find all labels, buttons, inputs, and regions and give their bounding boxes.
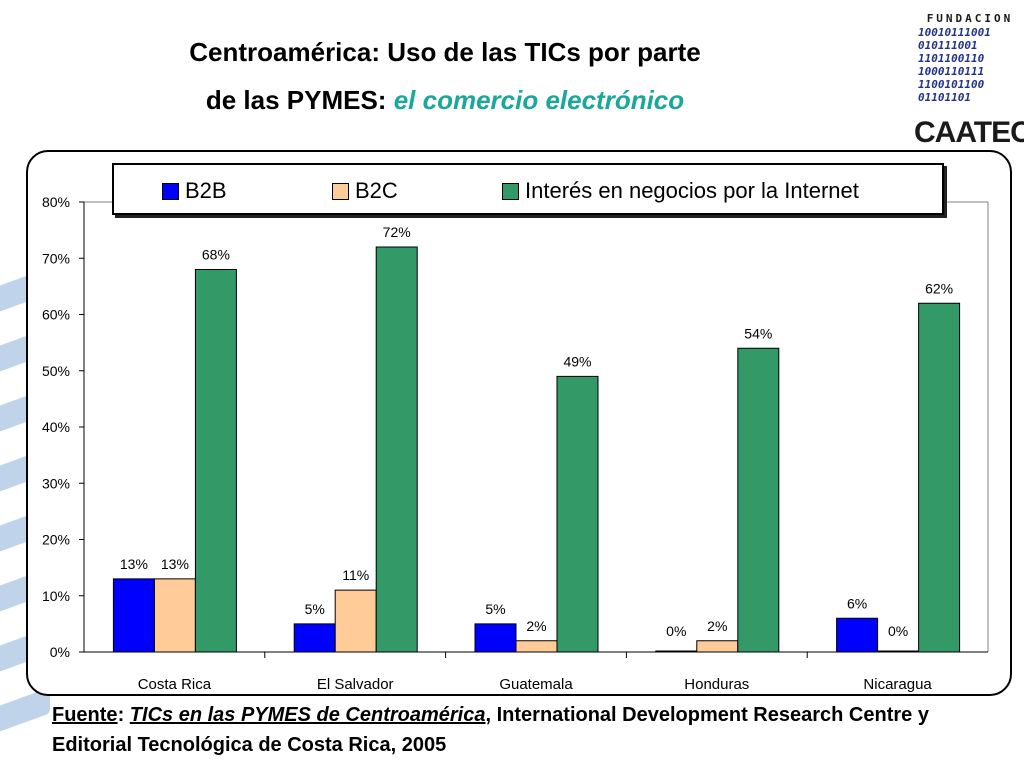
y-tick-label: 80% xyxy=(42,194,70,210)
data-label: 0% xyxy=(888,623,908,639)
data-label: 13% xyxy=(120,556,148,572)
legend-label-b2b: B2B xyxy=(185,178,227,203)
source-publication: TICs en las PYMES de Centroamérica xyxy=(129,704,486,726)
y-tick-label: 0% xyxy=(50,644,70,660)
caatec-logo: FUNDACION 10010111001 010111001 11011001… xyxy=(912,8,1024,158)
bar-0-0 xyxy=(112,578,155,653)
bar-0-4 xyxy=(836,617,879,653)
data-label: 5% xyxy=(305,601,325,617)
bar-1-2 xyxy=(515,640,558,653)
legend-item-b2c: B2C xyxy=(332,178,398,204)
legend-label-b2c: B2C xyxy=(355,178,398,203)
chart-legend: B2B B2C Interés en negocios por la Inter… xyxy=(112,163,944,215)
y-tick-label: 30% xyxy=(42,475,70,491)
data-label: 49% xyxy=(563,353,591,369)
data-label: 13% xyxy=(161,556,189,572)
legend-swatch-interes xyxy=(502,182,519,200)
source-label: Fuente xyxy=(52,704,118,726)
logo-top-text: FUNDACION xyxy=(926,12,1014,25)
bar-1-3 xyxy=(696,640,739,653)
y-tick-label: 70% xyxy=(42,250,70,266)
y-tick-label: 60% xyxy=(42,307,70,323)
data-label: 0% xyxy=(666,623,686,639)
y-tick-label: 50% xyxy=(42,363,70,379)
y-tick-label: 20% xyxy=(42,532,70,548)
data-label: 2% xyxy=(526,618,546,634)
slide-title: Centroamérica: Uso de las TICs por parte… xyxy=(95,28,795,124)
bar-2-3 xyxy=(737,347,780,653)
bar-2-1 xyxy=(375,246,418,653)
legend-swatch-b2b xyxy=(162,182,179,200)
legend-label-interes: Interés en negocios por la Internet xyxy=(525,178,859,203)
legend-swatch-b2c xyxy=(332,182,349,200)
bar-2-2 xyxy=(556,375,599,653)
title-accent: el comercio electrónico xyxy=(393,85,685,115)
y-tick-label: 40% xyxy=(42,419,70,435)
title-line-2: de las PYMES: el comercio electrónico xyxy=(95,76,795,124)
legend-item-b2b: B2B xyxy=(162,178,227,204)
x-tick-label: Honduras xyxy=(684,676,749,693)
data-label: 68% xyxy=(202,247,230,263)
logo-binary-pattern: 10010111001 010111001 1101100110 1000110… xyxy=(918,26,991,104)
bar-2-0 xyxy=(194,269,237,653)
title-line-1: Centroamérica: Uso de las TICs por parte xyxy=(189,37,701,67)
x-tick-label: El Salvador xyxy=(317,676,394,693)
bar-1-1 xyxy=(334,589,377,653)
bar-0-3 xyxy=(655,650,698,653)
logo-bottom-text: CAATEC xyxy=(914,116,1024,149)
data-label: 72% xyxy=(383,224,411,240)
x-tick-label: Costa Rica xyxy=(138,676,212,693)
data-label: 54% xyxy=(744,325,772,341)
bar-0-1 xyxy=(293,623,336,653)
bar-1-0 xyxy=(153,578,196,653)
data-label: 11% xyxy=(342,567,369,583)
source-colon: : xyxy=(117,704,125,726)
bar-1-4 xyxy=(877,650,920,653)
x-tick-label: Guatemala xyxy=(499,676,573,693)
bar-0-2 xyxy=(474,623,517,653)
data-label: 2% xyxy=(707,618,727,634)
y-tick-label: 10% xyxy=(42,588,70,604)
data-label: 62% xyxy=(925,280,953,296)
title-line-2-text: de las PYMES: xyxy=(205,85,387,115)
data-label: 5% xyxy=(485,601,505,617)
data-label: 6% xyxy=(847,595,867,611)
legend-item-interes: Interés en negocios por la Internet xyxy=(502,178,859,204)
bar-2-4 xyxy=(918,302,961,653)
source-rest: , International Development Research Cen… xyxy=(52,704,929,756)
source-citation: Fuente: TICs en las PYMES de Centroaméri… xyxy=(52,700,1012,760)
x-tick-label: Nicaragua xyxy=(863,676,932,693)
